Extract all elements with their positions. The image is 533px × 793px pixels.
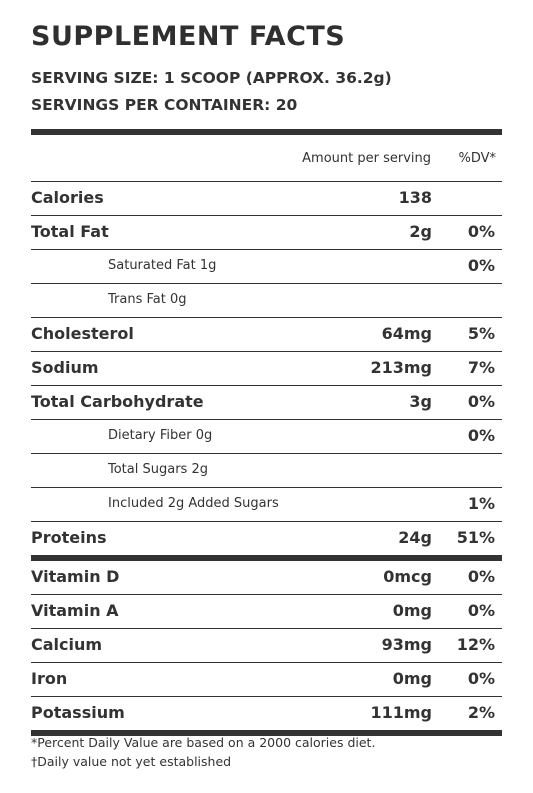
nutrient-label: Vitamin D	[31, 567, 120, 586]
nutrient-label: Vitamin A	[31, 601, 119, 620]
nutrient-row-cholesterol: Cholesterol 64mg 5%	[31, 318, 502, 351]
nutrient-amount: 93mg	[381, 635, 432, 654]
nutrient-amount: 138	[398, 188, 432, 207]
divider	[31, 419, 502, 420]
divider	[31, 317, 502, 318]
nutrient-amount: 111mg	[370, 703, 432, 722]
divider	[31, 487, 502, 488]
nutrient-label: Trans Fat 0g	[108, 292, 187, 307]
nutrient-label: Iron	[31, 669, 68, 688]
nutrient-dv: 0%	[467, 392, 495, 411]
footnote-not-established: †Daily value not yet established	[31, 754, 232, 769]
nutrient-label: Included 2g Added Sugars	[108, 496, 279, 511]
divider	[31, 628, 502, 629]
nutrient-dv: 0%	[467, 222, 495, 241]
nutrient-label: Potassium	[31, 703, 125, 722]
nutrient-row-iron: Iron 0mg 0%	[31, 663, 502, 696]
nutrient-label: Sodium	[31, 358, 99, 377]
divider	[31, 283, 502, 284]
divider	[31, 181, 502, 182]
nutrient-dv: 0%	[467, 256, 495, 275]
nutrient-row-total-sugars: Total Sugars 2g	[31, 454, 502, 487]
divider	[31, 249, 502, 250]
nutrient-label: Calcium	[31, 635, 103, 654]
nutrient-dv: 1%	[467, 494, 495, 513]
section-rule	[31, 555, 502, 561]
nutrient-amount: 24g	[398, 528, 432, 547]
nutrient-label: Cholesterol	[31, 324, 134, 343]
nutrient-label: Dietary Fiber 0g	[108, 428, 213, 443]
nutrient-row-vitamin-d: Vitamin D 0mcg 0%	[31, 561, 502, 594]
nutrient-row-potassium: Potassium 111mg 2%	[31, 697, 502, 730]
nutrient-row-vitamin-a: Vitamin A 0mg 0%	[31, 595, 502, 628]
footnotes: *Percent Daily Value are based on a 2000…	[31, 733, 375, 771]
nutrient-row-dietary-fiber: Dietary Fiber 0g 0%	[31, 420, 502, 453]
nutrient-row-saturated-fat: Saturated Fat 1g 0%	[31, 250, 502, 283]
nutrient-dv: 51%	[456, 528, 495, 547]
nutrient-label: Calories	[31, 188, 104, 207]
nutrient-label: Total Carbohydrate	[31, 392, 204, 411]
serving-size: SERVING SIZE: 1 SCOOP (APPROX. 36.2g)	[31, 69, 392, 87]
amount-per-serving-header: Amount per serving	[302, 151, 431, 166]
nutrient-label: Total Sugars 2g	[108, 462, 208, 477]
nutrient-amount: 64mg	[381, 324, 432, 343]
divider	[31, 696, 502, 697]
nutrient-amount: 213mg	[370, 358, 432, 377]
nutrient-dv: 2%	[467, 703, 495, 722]
nutrient-amount: 0mcg	[383, 567, 432, 586]
nutrient-row-sodium: Sodium 213mg 7%	[31, 352, 502, 385]
nutrient-amount: 3g	[409, 392, 432, 411]
nutrient-dv: 0%	[467, 426, 495, 445]
nutrient-row-added-sugars: Included 2g Added Sugars 1%	[31, 488, 502, 521]
nutrient-dv: 12%	[456, 635, 495, 654]
divider	[31, 521, 502, 522]
nutrient-dv: 0%	[467, 601, 495, 620]
nutrition-table: Amount per serving %DV* Calories 138 Tot…	[31, 129, 502, 736]
nutrient-amount: 2g	[409, 222, 432, 241]
nutrient-dv: 5%	[467, 324, 495, 343]
divider	[31, 215, 502, 216]
nutrient-row-total-carbohydrate: Total Carbohydrate 3g 0%	[31, 386, 502, 419]
nutrient-dv: 7%	[467, 358, 495, 377]
nutrient-label: Total Fat	[31, 222, 109, 241]
nutrient-row-proteins: Proteins 24g 51%	[31, 522, 502, 555]
dv-header: %DV*	[458, 151, 496, 166]
nutrient-amount: 0mg	[392, 601, 432, 620]
nutrient-label: Proteins	[31, 528, 107, 547]
page-title: SUPPLEMENT FACTS	[31, 21, 346, 52]
top-rule	[31, 129, 502, 135]
footnote-dv: *Percent Daily Value are based on a 2000…	[31, 735, 376, 750]
divider	[31, 594, 502, 595]
nutrient-amount: 0mg	[392, 669, 432, 688]
nutrient-row-calcium: Calcium 93mg 12%	[31, 629, 502, 662]
nutrient-dv: 0%	[467, 669, 495, 688]
nutrient-row-trans-fat: Trans Fat 0g	[31, 284, 502, 317]
table-header: Amount per serving %DV*	[31, 135, 502, 181]
divider	[31, 453, 502, 454]
divider	[31, 385, 502, 386]
divider	[31, 662, 502, 663]
servings-per-container: SERVINGS PER CONTAINER: 20	[31, 96, 298, 114]
divider	[31, 351, 502, 352]
nutrient-row-calories: Calories 138	[31, 182, 502, 215]
nutrient-label: Saturated Fat 1g	[108, 258, 217, 273]
bottom-rule	[31, 730, 502, 736]
nutrient-row-total-fat: Total Fat 2g 0%	[31, 216, 502, 249]
nutrient-dv: 0%	[467, 567, 495, 586]
